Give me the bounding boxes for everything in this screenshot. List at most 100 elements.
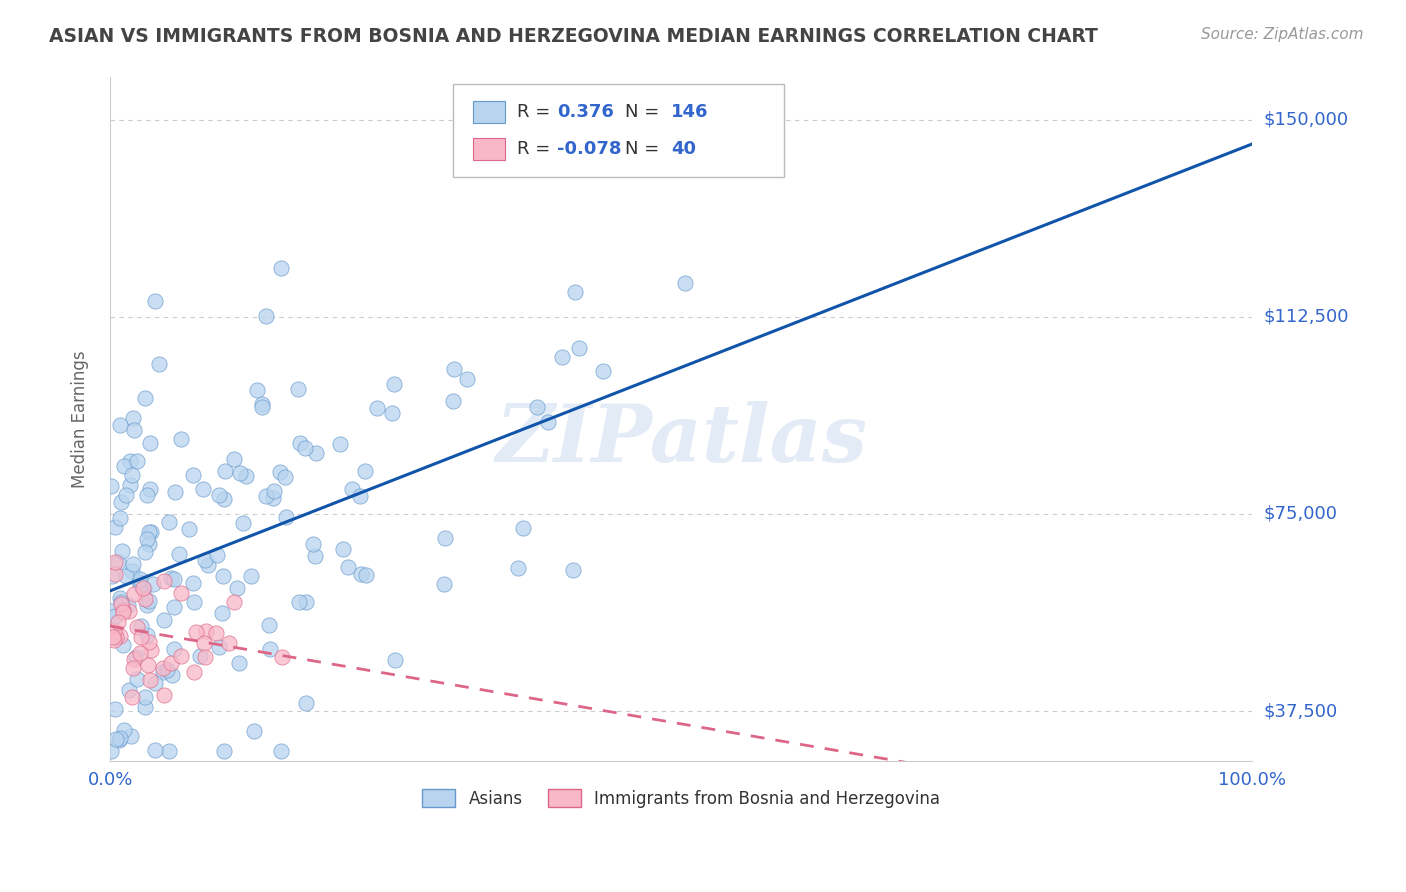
Point [381, 406, 404, 420]
Point [294, 441, 316, 455]
Point [205, 625, 228, 640]
Point [128, 574, 150, 589]
Point [228, 656, 250, 670]
Point [153, 574, 176, 589]
Point [143, 743, 166, 757]
Point [101, 569, 124, 583]
Point [136, 532, 159, 546]
Point [354, 464, 377, 478]
Point [138, 635, 160, 649]
Point [224, 451, 246, 466]
Point [125, 672, 148, 686]
Point [120, 729, 142, 743]
Point [526, 401, 548, 415]
Point [132, 581, 155, 595]
Point [207, 488, 229, 502]
Point [163, 641, 186, 656]
Text: 146: 146 [671, 103, 709, 120]
Point [108, 732, 131, 747]
Point [250, 400, 273, 414]
Point [107, 615, 129, 629]
Point [332, 541, 354, 556]
Point [139, 483, 162, 497]
Point [138, 537, 160, 551]
Point [120, 478, 142, 492]
Point [537, 415, 560, 429]
Point [136, 628, 159, 642]
Point [153, 613, 176, 627]
Text: $150,000: $150,000 [1264, 111, 1348, 128]
Point [211, 569, 233, 583]
Point [127, 454, 149, 468]
Point [229, 466, 252, 480]
Point [214, 464, 236, 478]
Point [257, 618, 280, 632]
Point [245, 384, 267, 398]
Point [134, 690, 156, 704]
Point [148, 358, 170, 372]
Point [104, 556, 127, 570]
Point [139, 673, 162, 687]
Point [250, 397, 273, 411]
Point [104, 702, 127, 716]
Point [122, 651, 145, 665]
Point [121, 564, 143, 578]
Point [101, 630, 124, 644]
Point [108, 418, 131, 433]
Bar [474, 138, 505, 161]
Point [136, 598, 159, 612]
Point [194, 650, 217, 665]
Text: ZIPatlas: ZIPatlas [495, 401, 868, 478]
Point [274, 469, 297, 483]
Point [128, 572, 150, 586]
Point [243, 723, 266, 738]
Point [132, 582, 155, 596]
Point [112, 602, 135, 616]
Point [112, 458, 135, 473]
Point [183, 665, 205, 679]
Point [112, 723, 135, 738]
Point [329, 437, 352, 451]
Point [125, 650, 148, 665]
Text: N =: N = [626, 140, 665, 158]
Point [271, 649, 294, 664]
Point [167, 547, 190, 561]
Point [263, 483, 285, 498]
Point [208, 640, 231, 654]
Point [508, 561, 530, 575]
Point [134, 700, 156, 714]
Point [366, 401, 388, 415]
Point [205, 548, 228, 562]
Point [551, 350, 574, 364]
Point [134, 545, 156, 559]
Point [136, 657, 159, 672]
Bar [474, 101, 505, 122]
Point [170, 432, 193, 446]
Point [288, 435, 311, 450]
Text: N =: N = [626, 103, 665, 120]
Point [193, 636, 215, 650]
Legend: Asians, Immigrants from Bosnia and Herzegovina: Asians, Immigrants from Bosnia and Herze… [415, 783, 948, 814]
Point [288, 595, 311, 609]
Point [111, 605, 134, 619]
Point [568, 341, 591, 355]
Point [104, 731, 127, 746]
Text: -0.078: -0.078 [557, 140, 621, 158]
Point [118, 604, 141, 618]
Point [443, 361, 465, 376]
Point [177, 522, 200, 536]
Point [134, 391, 156, 405]
Point [153, 688, 176, 702]
Point [191, 482, 214, 496]
Point [226, 581, 249, 595]
Point [129, 579, 152, 593]
Point [232, 516, 254, 530]
Point [110, 591, 132, 605]
Text: ASIAN VS IMMIGRANTS FROM BOSNIA AND HERZEGOVINA MEDIAN EARNINGS CORRELATION CHAR: ASIAN VS IMMIGRANTS FROM BOSNIA AND HERZ… [49, 27, 1098, 45]
Point [262, 491, 284, 505]
Point [120, 454, 142, 468]
FancyBboxPatch shape [453, 84, 785, 177]
Point [194, 552, 217, 566]
Point [304, 549, 326, 564]
Point [156, 663, 179, 677]
